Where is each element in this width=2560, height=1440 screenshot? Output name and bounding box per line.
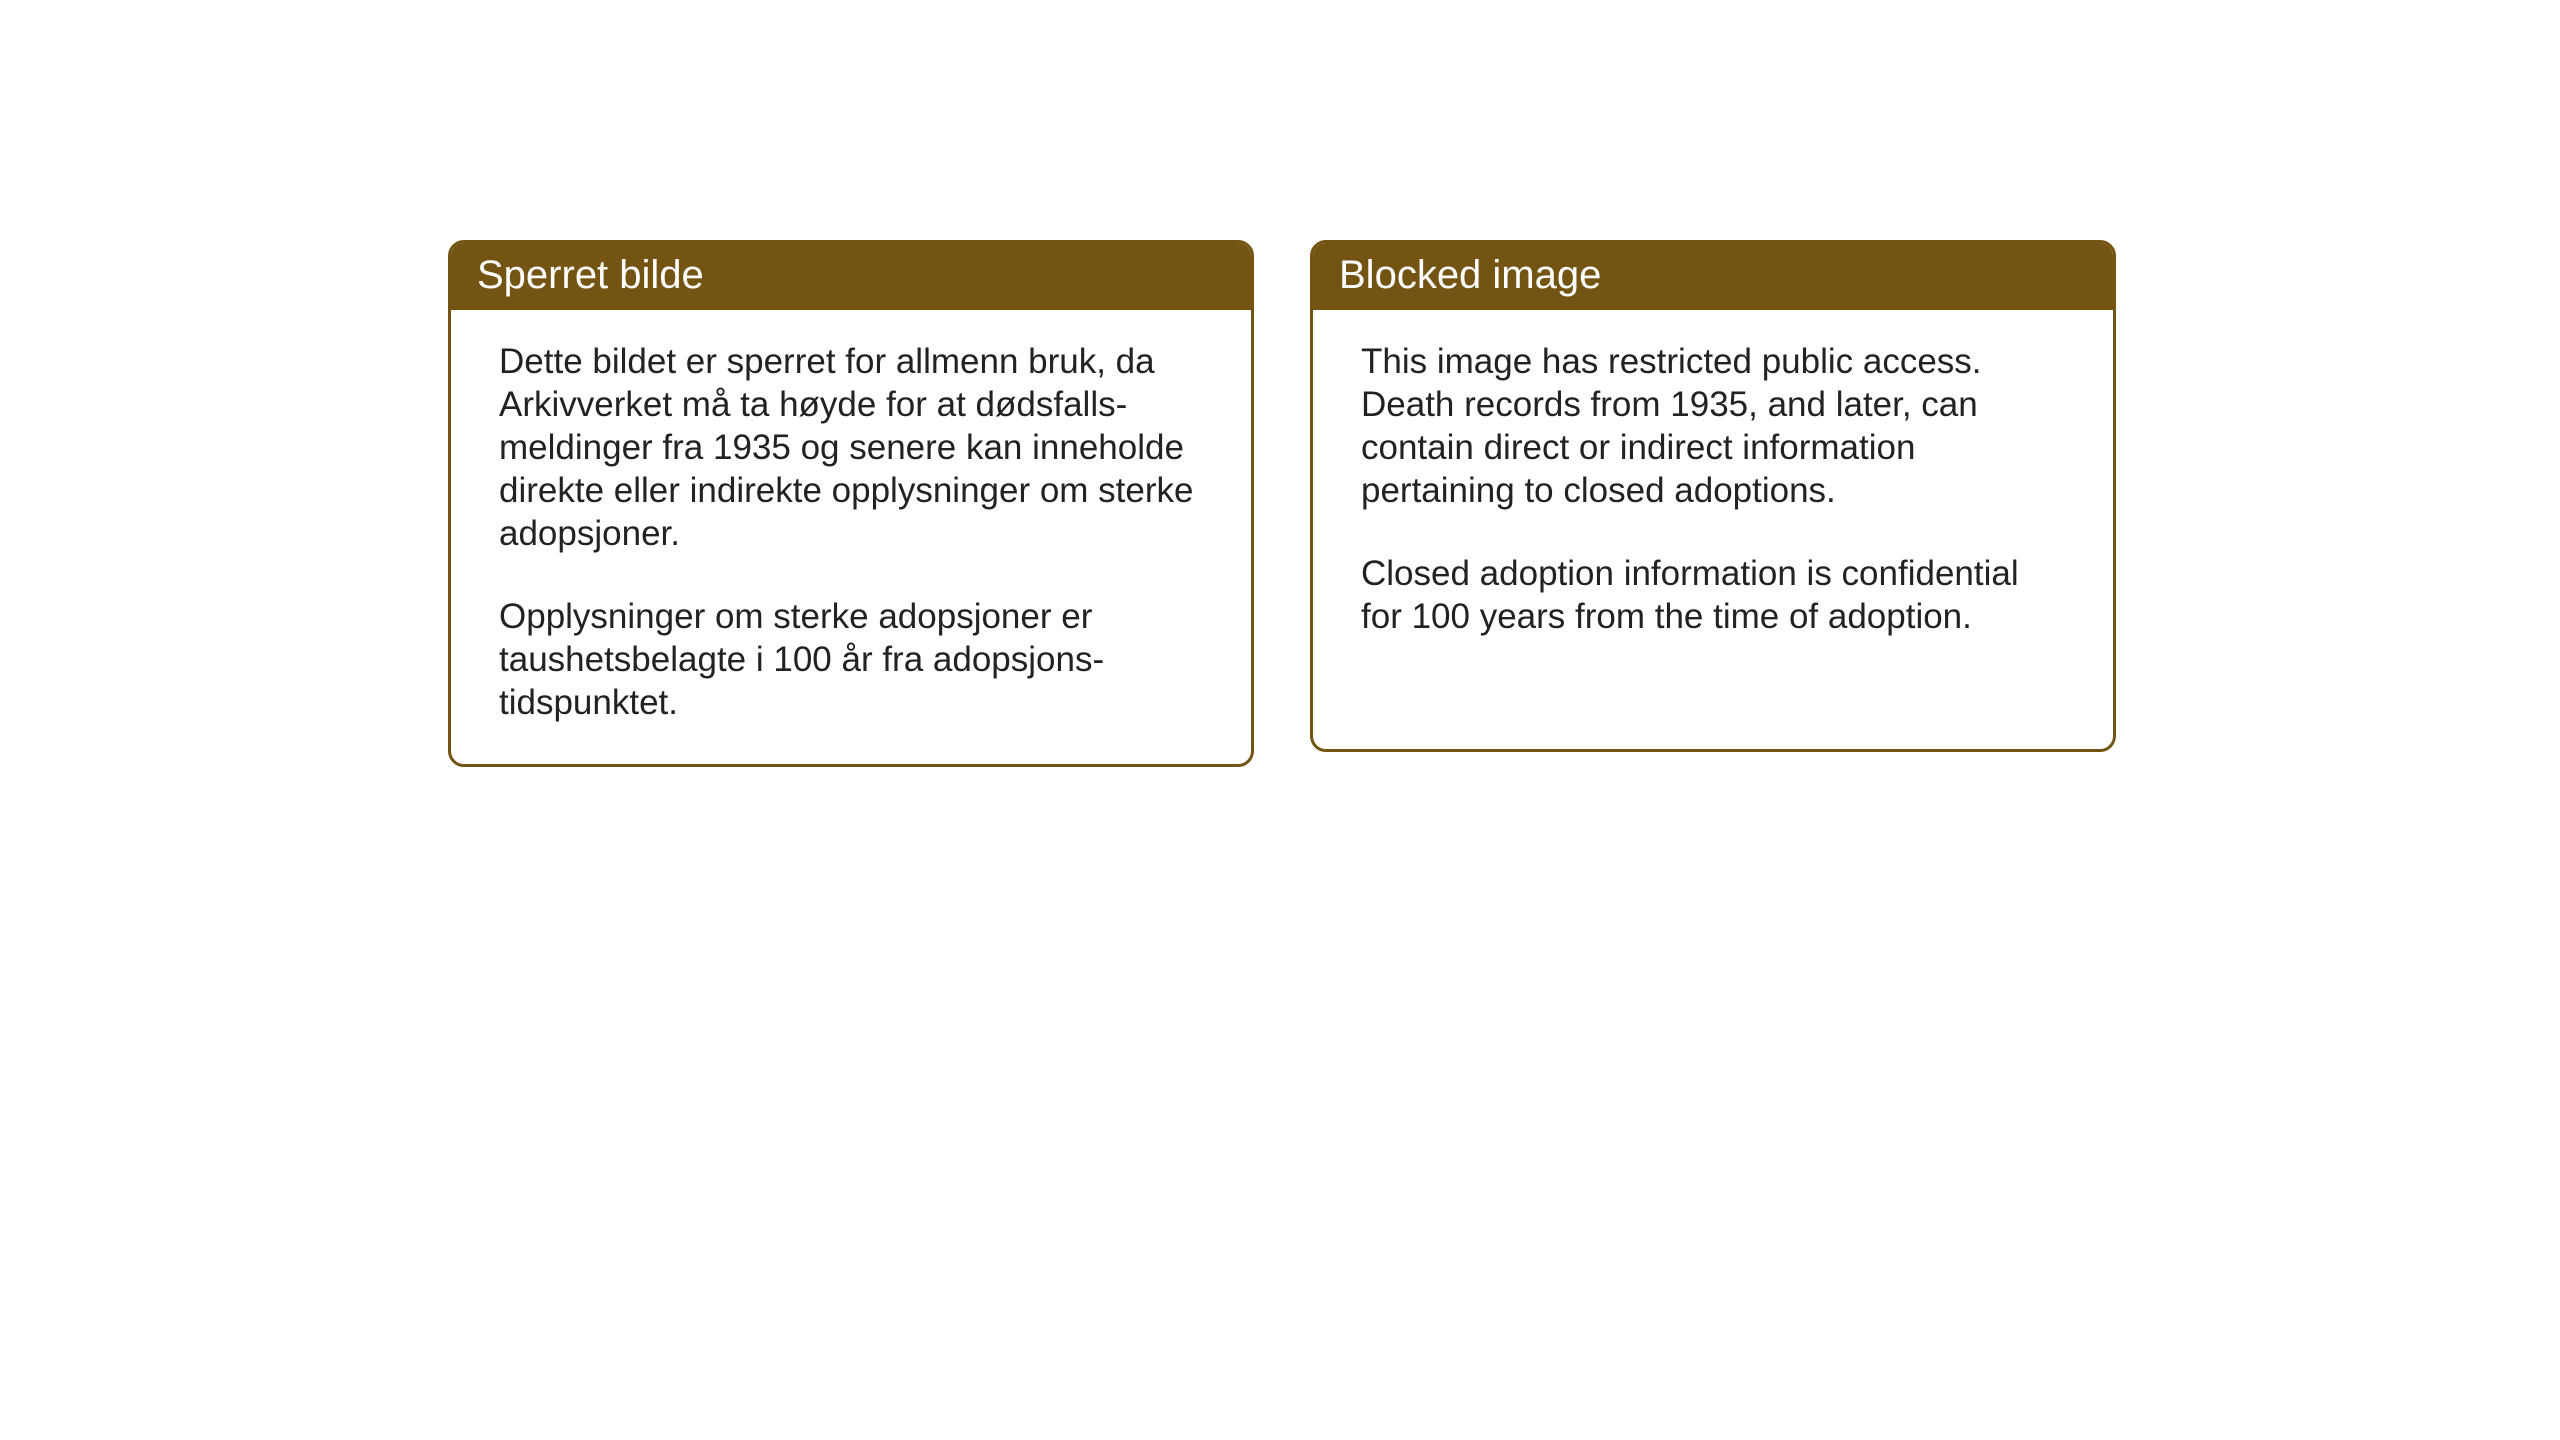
panel-english-header: Blocked image <box>1313 243 2113 310</box>
panel-norwegian-body: Dette bildet er sperret for allmenn bruk… <box>451 310 1251 764</box>
panels-container: Sperret bilde Dette bildet er sperret fo… <box>448 240 2116 767</box>
panel-norwegian-header: Sperret bilde <box>451 243 1251 310</box>
panel-english: Blocked image This image has restricted … <box>1310 240 2116 752</box>
panel-norwegian-paragraph-1: Dette bildet er sperret for allmenn bruk… <box>499 340 1203 555</box>
panel-english-paragraph-1: This image has restricted public access.… <box>1361 340 2065 512</box>
panel-norwegian: Sperret bilde Dette bildet er sperret fo… <box>448 240 1254 767</box>
panel-norwegian-paragraph-2: Opplysninger om sterke adopsjoner er tau… <box>499 595 1203 724</box>
panel-english-paragraph-2: Closed adoption information is confident… <box>1361 552 2065 638</box>
panel-english-body: This image has restricted public access.… <box>1313 310 2113 678</box>
